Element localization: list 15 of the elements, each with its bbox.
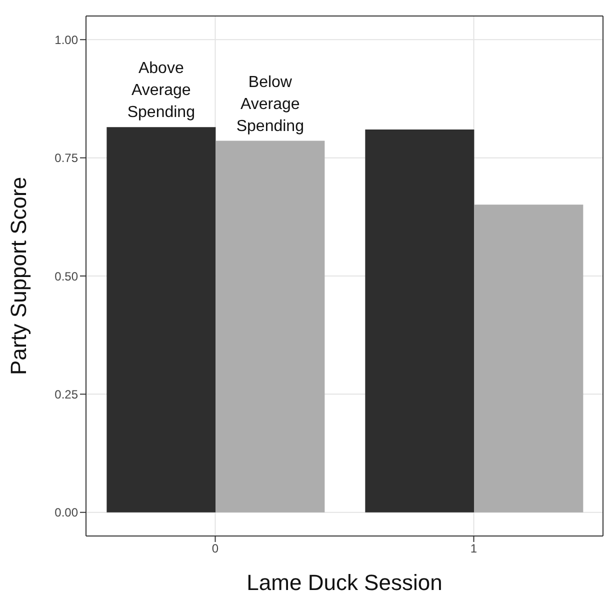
y-tick-label: 1.00 <box>54 32 78 47</box>
bar <box>216 140 325 512</box>
y-tick-label: 0.00 <box>54 506 78 520</box>
y-axis-title: Party Support Score <box>6 176 31 376</box>
series-label: Below Average Spending <box>236 74 304 135</box>
x-tick-label: 0 <box>212 542 219 556</box>
x-tick-label: 1 <box>470 542 478 556</box>
x-axis-title: Lame Duck Session <box>246 570 442 595</box>
bar <box>365 129 474 512</box>
bar <box>106 127 216 512</box>
bar <box>474 204 584 512</box>
y-tick-label: 0.50 <box>54 269 78 284</box>
y-tick-label: 0.75 <box>54 151 78 166</box>
series-label: Above Average Spending <box>127 60 195 122</box>
y-tick-label: 0.25 <box>54 387 78 402</box>
